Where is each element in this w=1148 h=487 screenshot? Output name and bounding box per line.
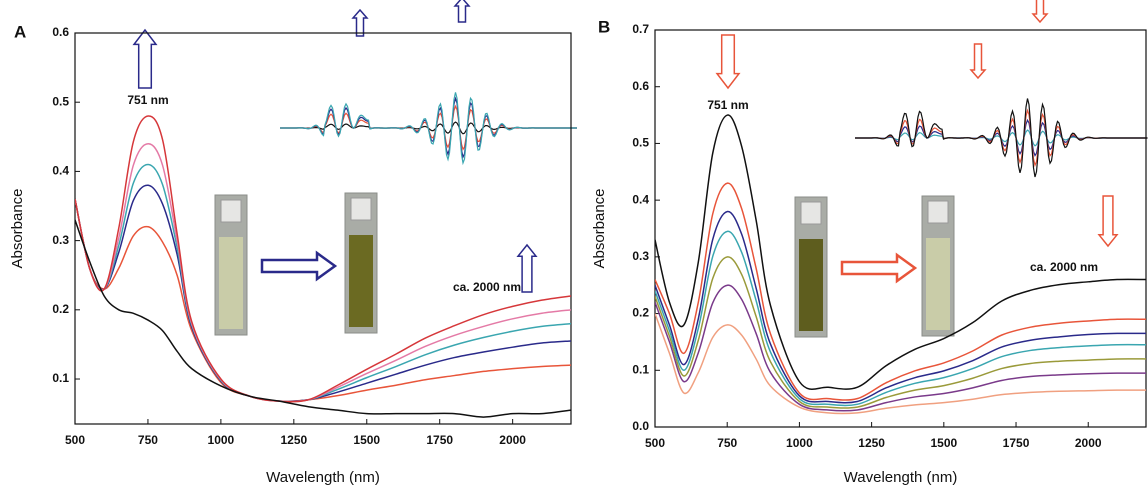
spectrum-line: [655, 114, 1146, 390]
y-tick-label: 0.5: [52, 94, 69, 108]
x-tick-label: 1750: [426, 433, 453, 447]
cuvette-liquid: [799, 239, 823, 331]
trend-arrow: [715, 34, 741, 90]
annotation: 751 nm: [127, 93, 168, 107]
trend-arrow: [1097, 195, 1119, 248]
spectrum-line: [655, 284, 1146, 412]
panel-label: B: [598, 17, 610, 36]
x-tick-label: 500: [645, 436, 665, 450]
x-tick-label: 1250: [858, 436, 885, 450]
cuvette-cap: [927, 200, 949, 224]
cuvette-cap: [350, 197, 372, 221]
x-tick-label: 750: [717, 436, 737, 450]
spectrum-line: [655, 182, 1146, 401]
x-tick-label: 2000: [499, 433, 526, 447]
cuvette-liquid: [926, 238, 950, 330]
x-tick-label: 1000: [786, 436, 813, 450]
spectrum-line: [75, 198, 571, 403]
annotation: ca. 2000 nm: [1030, 260, 1098, 274]
inset-spectrum: [855, 98, 1148, 178]
panel: 0.0 0.1 0.2 0.3 0.4 0.5 0.6 0.7 500 750 1000 1250 15…: [591, 0, 1148, 486]
y-tick-label: 0.5: [632, 136, 649, 150]
panel-label: A: [14, 22, 26, 41]
spectrum-line: [655, 256, 1146, 409]
panel: 0.1 0.2 0.3 0.4 0.5 0.6 500 750 1000 1250 1500 1750…: [9, 0, 577, 486]
annotation: 751 nm: [707, 98, 748, 112]
y-tick-label: 0.2: [52, 302, 69, 316]
y-axis-label: Absorbance: [9, 188, 26, 268]
cuvette-cap: [800, 201, 822, 225]
trend-arrow: [351, 8, 369, 37]
spectrum-line: [75, 219, 571, 418]
reaction-arrow: [840, 252, 918, 284]
x-tick-label: 500: [65, 433, 85, 447]
reaction-arrow: [260, 250, 338, 282]
spectrum-line: [655, 210, 1146, 404]
y-tick-label: 0.3: [52, 233, 69, 247]
plot-frame: [654, 29, 1147, 428]
spectrum-line: [655, 230, 1146, 407]
y-tick-label: 0.0: [632, 419, 649, 433]
x-tick-label: 1500: [930, 436, 957, 450]
y-tick-label: 0.3: [632, 249, 649, 263]
y-tick-label: 0.1: [632, 362, 649, 376]
x-tick-label: 1000: [208, 433, 235, 447]
x-tick-label: 750: [138, 433, 158, 447]
cuvette-liquid: [219, 237, 243, 329]
y-tick-label: 0.4: [52, 164, 69, 178]
y-tick-label: 0.7: [632, 22, 649, 36]
trend-arrow: [969, 43, 987, 80]
spectrum-line: [655, 313, 1146, 415]
x-axis-label: Wavelength (nm): [844, 469, 958, 486]
y-tick-label: 0.6: [632, 79, 649, 93]
y-tick-label: 0.4: [632, 192, 649, 206]
x-tick-label: 1500: [353, 433, 380, 447]
cuvette-cap: [220, 199, 242, 223]
annotation: ca. 2000 nm: [453, 280, 521, 294]
trend-arrow: [1031, 0, 1049, 24]
cuvette-liquid: [349, 235, 373, 327]
trend-arrow: [132, 28, 158, 89]
x-tick-label: 1250: [280, 433, 307, 447]
y-tick-label: 0.6: [52, 25, 69, 39]
y-tick-label: 0.2: [632, 306, 649, 320]
y-tick-label: 0.1: [52, 371, 69, 385]
inset-spectrum: [280, 92, 577, 166]
x-tick-label: 2000: [1075, 436, 1102, 450]
x-axis-label: Wavelength (nm): [266, 469, 380, 486]
trend-arrow: [453, 0, 471, 23]
y-axis-label: Absorbance: [591, 188, 608, 268]
x-tick-label: 1750: [1003, 436, 1030, 450]
trend-arrow: [516, 243, 538, 293]
plot-frame: [74, 32, 572, 425]
